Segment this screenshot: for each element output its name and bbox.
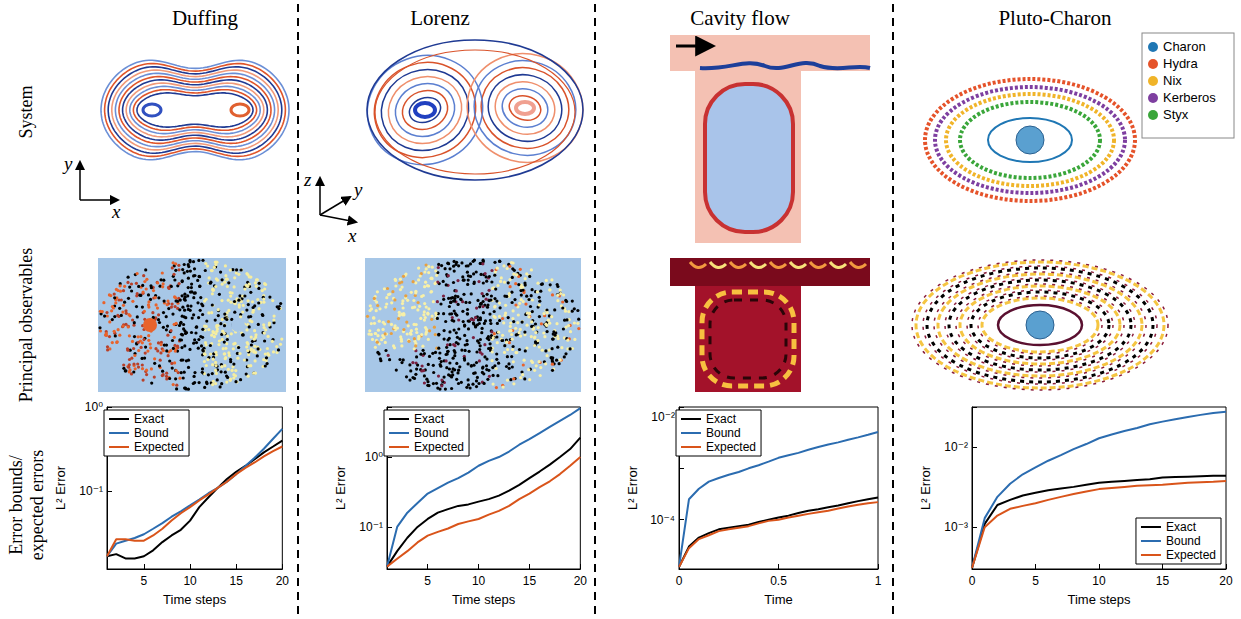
svg-text:Charon: Charon (1163, 39, 1206, 54)
svg-text:10⁻⁴: 10⁻⁴ (650, 513, 675, 527)
svg-text:10: 10 (472, 574, 486, 588)
svg-text:10⁰: 10⁰ (365, 450, 383, 464)
svg-text:10⁻¹: 10⁻¹ (79, 484, 103, 498)
svg-text:System: System (16, 85, 36, 138)
svg-text:Hydra: Hydra (1163, 56, 1198, 71)
svg-text:L² Error: L² Error (333, 465, 348, 510)
svg-text:Duffing: Duffing (172, 6, 239, 30)
svg-text:Exact: Exact (414, 412, 445, 426)
svg-text:expected errors: expected errors (27, 450, 47, 560)
svg-text:10⁻³: 10⁻³ (944, 520, 968, 534)
svg-text:10⁻²: 10⁻² (651, 410, 675, 424)
svg-text:L² Error: L² Error (53, 465, 68, 510)
svg-text:Bound: Bound (1166, 534, 1201, 548)
svg-text:5: 5 (424, 574, 431, 588)
svg-text:Expected: Expected (134, 440, 184, 454)
svg-text:20: 20 (574, 574, 588, 588)
svg-text:10: 10 (1092, 574, 1106, 588)
svg-text:Lorenz: Lorenz (410, 6, 469, 30)
svg-text:x: x (347, 225, 357, 246)
svg-text:20: 20 (276, 574, 290, 588)
svg-text:0.5: 0.5 (770, 574, 787, 588)
svg-text:Expected: Expected (1166, 548, 1216, 562)
svg-text:x: x (111, 201, 121, 222)
svg-text:Time: Time (764, 592, 792, 607)
svg-text:y: y (352, 179, 363, 200)
svg-text:Time steps: Time steps (1067, 592, 1131, 607)
svg-text:Nix: Nix (1163, 73, 1182, 88)
svg-text:Styx: Styx (1163, 107, 1189, 122)
svg-text:Exact: Exact (706, 412, 737, 426)
svg-text:Exact: Exact (134, 412, 165, 426)
svg-text:Cavity flow: Cavity flow (690, 6, 791, 30)
svg-text:Expected: Expected (414, 440, 464, 454)
svg-text:Bound: Bound (134, 426, 169, 440)
svg-text:5: 5 (141, 574, 148, 588)
svg-text:5: 5 (1032, 574, 1039, 588)
svg-text:15: 15 (1156, 574, 1170, 588)
svg-text:L² Error: L² Error (918, 465, 933, 510)
svg-text:Exact: Exact (1166, 520, 1197, 534)
svg-text:Bound: Bound (706, 426, 741, 440)
svg-text:10: 10 (183, 574, 197, 588)
svg-text:20: 20 (1219, 574, 1233, 588)
svg-text:Expected: Expected (706, 440, 756, 454)
svg-text:Time steps: Time steps (452, 592, 516, 607)
svg-text:15: 15 (523, 574, 537, 588)
svg-text:Error bounds/: Error bounds/ (6, 455, 26, 554)
svg-text:0: 0 (676, 574, 683, 588)
svg-text:Principal observables: Principal observables (16, 248, 36, 402)
svg-text:15: 15 (230, 574, 244, 588)
svg-text:10⁻¹: 10⁻¹ (359, 520, 383, 534)
svg-text:10⁰: 10⁰ (85, 400, 103, 414)
svg-text:Pluto-Charon: Pluto-Charon (998, 6, 1112, 30)
svg-text:L² Error: L² Error (625, 465, 640, 510)
svg-text:1: 1 (875, 574, 882, 588)
svg-text:Kerberos: Kerberos (1163, 90, 1216, 105)
svg-text:0: 0 (969, 574, 976, 588)
svg-text:Time steps: Time steps (163, 592, 227, 607)
svg-text:y: y (62, 153, 73, 174)
svg-text:Bound: Bound (414, 426, 449, 440)
svg-text:10⁻²: 10⁻² (944, 440, 968, 454)
svg-text:z: z (303, 169, 312, 190)
